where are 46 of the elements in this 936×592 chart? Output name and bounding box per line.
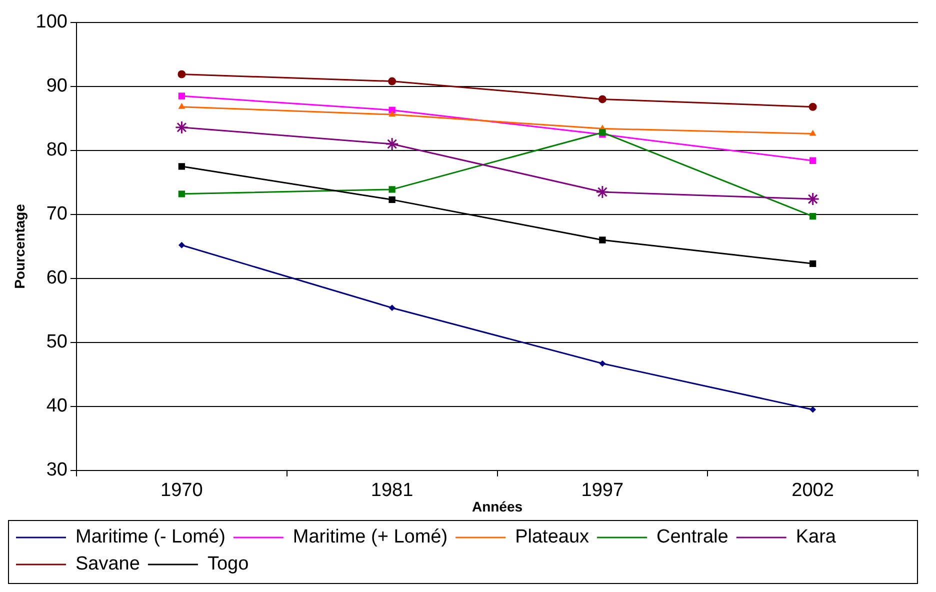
legend-label: Maritime (+ Lomé) <box>292 526 448 548</box>
legend-label: Centrale <box>656 526 728 548</box>
point <box>596 185 610 199</box>
legend-label: Plateaux <box>515 526 590 548</box>
point <box>806 192 820 206</box>
point <box>174 120 188 134</box>
point <box>808 102 817 111</box>
point <box>809 157 816 164</box>
point <box>599 360 606 367</box>
legend-label: Togo <box>207 554 249 575</box>
y-tick-label: 60 <box>46 268 68 289</box>
x-tick-label: 1997 <box>581 480 624 502</box>
point <box>178 70 186 78</box>
point <box>178 92 186 100</box>
point <box>178 103 185 109</box>
point <box>178 190 186 198</box>
point <box>388 186 396 193</box>
x-axis-title: Années <box>472 498 523 514</box>
y-axis-title: Pourcentage <box>11 204 28 289</box>
legend-label: Savane <box>76 554 140 575</box>
point <box>385 137 399 151</box>
point <box>388 111 396 117</box>
point <box>809 212 816 220</box>
point <box>178 242 185 248</box>
point <box>598 95 606 104</box>
y-tick-label: 30 <box>46 460 68 481</box>
y-tick-label: 90 <box>46 76 68 97</box>
y-tick-label: 100 <box>36 12 68 33</box>
y-tick-label: 70 <box>46 204 68 225</box>
point <box>388 196 396 204</box>
point <box>810 406 816 413</box>
point <box>599 236 606 244</box>
point <box>810 130 816 136</box>
y-tick-label: 50 <box>46 332 68 353</box>
point <box>388 106 396 114</box>
x-tick-label: 2002 <box>792 480 834 502</box>
x-tick-label: 1981 <box>370 480 414 502</box>
y-tick-label: 40 <box>46 396 68 417</box>
y-tick-label: 80 <box>46 140 68 161</box>
point <box>388 77 396 86</box>
x-tick-label: 1970 <box>160 480 203 502</box>
legend-label: Maritime (- Lomé) <box>76 526 226 548</box>
legend-label: Kara <box>796 526 836 548</box>
point <box>178 163 186 170</box>
point <box>389 304 396 311</box>
point <box>809 260 816 268</box>
